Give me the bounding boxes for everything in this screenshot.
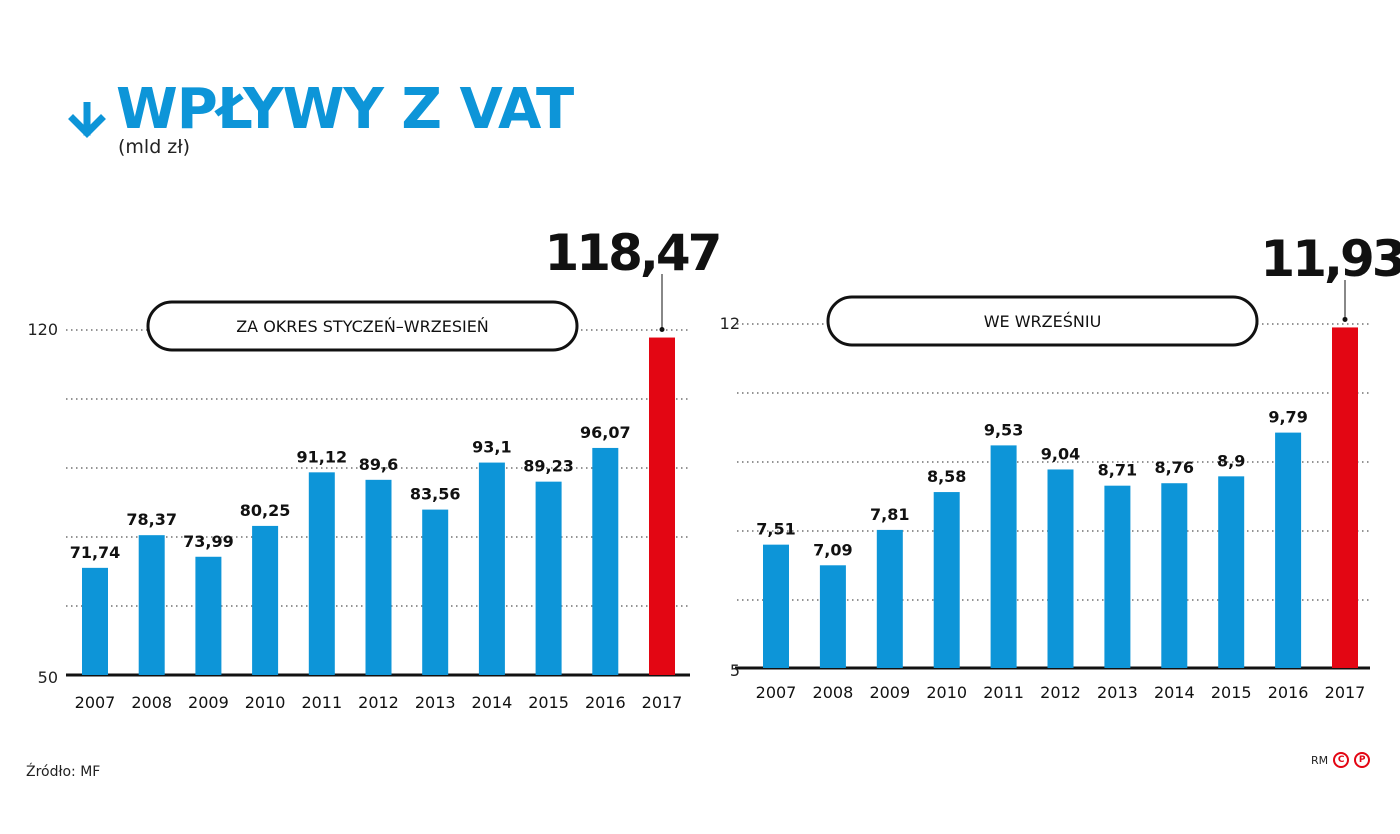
page-subtitle: (mld zł) xyxy=(118,136,191,158)
data-label-2-2007: 7,51 xyxy=(756,520,795,539)
chart-title-pill-2 xyxy=(826,295,1259,347)
bar-2-2010 xyxy=(933,492,960,668)
data-label-1-2011: 91,12 xyxy=(296,447,347,466)
data-label-1-2007: 71,74 xyxy=(70,543,121,562)
bar-1-2009 xyxy=(195,556,222,675)
data-label-2-2015: 8,9 xyxy=(1217,451,1245,470)
x-tick-label-2-2010: 2010 xyxy=(926,683,967,702)
x-tick-label-1-2007: 2007 xyxy=(75,693,116,712)
x-tick-label-2-2011: 2011 xyxy=(983,683,1024,702)
y-tick-label-2-min: 5 xyxy=(730,661,740,680)
data-label-1-2017: 118,47 xyxy=(545,224,720,282)
x-tick-label-1-2008: 2008 xyxy=(131,693,172,712)
y-tick-label-1-min: 50 xyxy=(38,668,58,687)
bar-2-2012 xyxy=(1047,469,1074,668)
bar-1-2007 xyxy=(82,567,108,675)
data-label-2-2013: 8,71 xyxy=(1098,461,1137,480)
x-tick-label-1-2010: 2010 xyxy=(245,693,286,712)
chart-title-1: ZA OKRES STYCZEŃ–WRZESIEŃ xyxy=(236,317,489,336)
x-tick-label-2-2013: 2013 xyxy=(1097,683,1138,702)
bar-2-2017 xyxy=(1332,327,1358,668)
bar-2-2016 xyxy=(1275,432,1302,668)
data-label-1-2013: 83,56 xyxy=(410,485,461,504)
data-label-2-2010: 8,58 xyxy=(927,467,966,486)
bar-1-2016 xyxy=(592,447,619,675)
data-label-2-2012: 9,04 xyxy=(1041,444,1080,463)
x-tick-label-1-2017: 2017 xyxy=(642,693,683,712)
bar-2-2015 xyxy=(1218,476,1245,668)
data-label-2-2016: 9,79 xyxy=(1268,408,1307,427)
x-tick-label-2-2014: 2014 xyxy=(1154,683,1195,702)
x-tick-label-2-2012: 2012 xyxy=(1040,683,1081,702)
logo-c-icon: C xyxy=(1333,752,1350,768)
data-label-2-2009: 7,81 xyxy=(870,505,909,524)
data-label-1-2009: 73,99 xyxy=(183,532,234,551)
source-note: Źródło: MF xyxy=(26,764,101,780)
bar-1-2011 xyxy=(308,472,335,675)
chart-title-2: WE WRZEŚNIU xyxy=(984,312,1102,331)
bar-1-2010 xyxy=(252,525,279,675)
x-tick-label-1-2013: 2013 xyxy=(415,693,456,712)
x-tick-label-1-2016: 2016 xyxy=(585,693,626,712)
bar-1-2014 xyxy=(478,462,505,675)
bar-1-2008 xyxy=(138,535,165,675)
bar-2-2014 xyxy=(1161,483,1188,668)
data-label-1-2015: 89,23 xyxy=(523,457,574,476)
x-tick-label-1-2011: 2011 xyxy=(301,693,342,712)
x-tick-label-2-2009: 2009 xyxy=(869,683,910,702)
leader-dot-1 xyxy=(659,327,665,333)
data-label-1-2016: 96,07 xyxy=(580,423,631,442)
data-label-2-2008: 7,09 xyxy=(813,540,852,559)
credit: RM C P xyxy=(1311,752,1371,768)
bar-2-2013 xyxy=(1104,485,1131,668)
data-label-2-2011: 9,53 xyxy=(984,420,1023,439)
data-label-1-2008: 78,37 xyxy=(126,510,177,529)
bar-1-2013 xyxy=(422,509,449,675)
credit-text: RM xyxy=(1311,753,1329,767)
bar-1-2012 xyxy=(365,479,392,675)
chart-title-pill-1 xyxy=(146,300,579,352)
x-tick-label-2-2016: 2016 xyxy=(1268,683,1309,702)
arrow-down-icon xyxy=(68,102,106,138)
x-tick-label-2-2007: 2007 xyxy=(756,683,797,702)
x-tick-label-2-2017: 2017 xyxy=(1325,683,1366,702)
logo-p-icon: P xyxy=(1354,752,1371,768)
data-label-2-2017: 11,93 xyxy=(1260,230,1400,288)
data-label-2-2014: 8,76 xyxy=(1155,458,1194,477)
bar-2-2008 xyxy=(819,565,846,668)
bar-2-2009 xyxy=(876,529,903,668)
bar-1-2015 xyxy=(535,481,562,675)
leader-dot-2 xyxy=(1342,316,1348,322)
x-tick-label-2-2008: 2008 xyxy=(813,683,854,702)
y-tick-label-2-max: 12 xyxy=(720,314,740,333)
page-title: WPŁYWY Z VAT xyxy=(116,77,574,142)
bar-1-2017 xyxy=(649,337,675,675)
bar-2-2011 xyxy=(990,445,1017,668)
x-tick-label-1-2015: 2015 xyxy=(528,693,569,712)
data-label-1-2012: 89,6 xyxy=(359,455,398,474)
x-tick-label-1-2014: 2014 xyxy=(472,693,513,712)
bar-2-2007 xyxy=(763,544,789,668)
y-tick-label-1-max: 120 xyxy=(27,320,58,339)
x-tick-label-1-2012: 2012 xyxy=(358,693,399,712)
data-label-1-2014: 93,1 xyxy=(472,438,511,457)
x-tick-label-2-2015: 2015 xyxy=(1211,683,1252,702)
x-tick-label-1-2009: 2009 xyxy=(188,693,229,712)
data-label-1-2010: 80,25 xyxy=(240,501,291,520)
